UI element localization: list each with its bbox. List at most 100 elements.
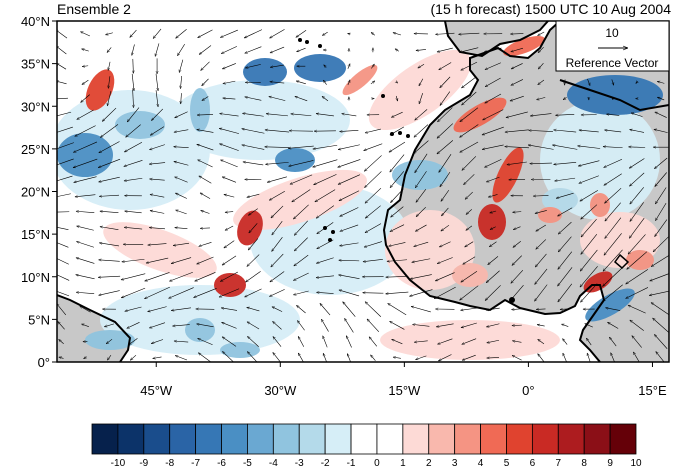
- wind-vector: [82, 66, 89, 67]
- wind-vector: [465, 191, 473, 199]
- wind-vector: [126, 124, 141, 138]
- wind-vector: [604, 173, 622, 186]
- wind-vector: [580, 283, 598, 303]
- wind-vector: [396, 95, 397, 101]
- wind-vector: [564, 79, 565, 86]
- wind-vector: [414, 241, 429, 246]
- wind-vector: [416, 188, 427, 202]
- wind-vector: [604, 187, 622, 203]
- wind-vector: [242, 113, 264, 117]
- wind-vector: [510, 284, 524, 301]
- colorbar-swatch: [195, 423, 222, 455]
- wind-vector: [628, 234, 646, 254]
- wind-vector: [441, 224, 450, 231]
- wind-vector: [340, 207, 359, 217]
- wind-vector: [657, 96, 665, 101]
- wind-vector: [148, 306, 167, 312]
- wind-vector: [247, 307, 260, 312]
- wind-vector: [631, 113, 643, 117]
- wind-vector: [419, 93, 423, 104]
- wind-vector: [177, 43, 185, 56]
- wind-vector: [145, 272, 170, 281]
- colorbar-swatch: [247, 423, 274, 455]
- wind-vector: [462, 354, 476, 361]
- wind-vector: [437, 47, 453, 52]
- wind-vector: [342, 114, 357, 117]
- wind-vector: [581, 219, 597, 237]
- wind-vector: [535, 268, 548, 285]
- colorbar-swatch: [557, 423, 585, 455]
- wind-vector: [149, 144, 165, 150]
- wind-vector: [629, 172, 645, 186]
- wind-vector: [242, 129, 265, 134]
- wind-vector: [202, 96, 209, 101]
- wind-vector: [197, 256, 214, 265]
- wind-vector: [313, 174, 337, 186]
- wind-vector: [389, 141, 406, 152]
- wind-vector: [486, 323, 500, 327]
- wind-vector: [245, 97, 262, 101]
- wind-vector: [169, 271, 193, 282]
- wind-vector: [434, 286, 456, 300]
- wind-vector: [363, 259, 383, 261]
- colorbar-swatch: [506, 423, 533, 455]
- wind-vector: [247, 193, 260, 197]
- wind-vector: [607, 322, 619, 329]
- wind-vector: [265, 162, 289, 164]
- wind-vector: [440, 91, 451, 106]
- wind-vector: [505, 147, 530, 149]
- latitude-axis: 0° 5°N 10°N 15°N 20°N 25°N 30°N 35°N 40°N: [21, 14, 57, 370]
- wind-vector: [416, 49, 426, 50]
- colorbar-label: -1: [347, 458, 356, 469]
- colorbar-swatch: [169, 423, 197, 455]
- wind-vector: [338, 174, 361, 185]
- wind-vector: [223, 98, 236, 99]
- wind-vector: [296, 47, 306, 53]
- wind-vector: [149, 179, 165, 180]
- wind-vector: [244, 288, 262, 298]
- wind-vector: [414, 340, 428, 342]
- wind-vector: [265, 147, 290, 148]
- wind-vector: [462, 156, 477, 170]
- wind-vector: [364, 241, 382, 248]
- wind-vector: [124, 177, 143, 181]
- wind-vector: [196, 324, 214, 328]
- wind-vector: [290, 174, 313, 185]
- wind-vector: [108, 76, 111, 88]
- wind-vector: [58, 321, 65, 330]
- wind-vector: [76, 226, 94, 231]
- wind-vector: [513, 241, 521, 247]
- wind-vector: [220, 271, 239, 282]
- wind-vector: [130, 29, 137, 37]
- colorbar-label: -5: [243, 458, 252, 469]
- colorbar-label: -10: [111, 458, 126, 469]
- wind-vector: [174, 341, 189, 342]
- wind-vector: [415, 109, 428, 120]
- wind-vector: [385, 291, 409, 294]
- wind-vector: [219, 114, 239, 117]
- map-plot-area: [57, 21, 669, 362]
- wind-vector: [153, 357, 162, 359]
- island-azores-2: [305, 40, 309, 44]
- wind-vector: [151, 339, 164, 343]
- colorbar-label: -9: [139, 458, 148, 469]
- wind-vector: [558, 236, 572, 252]
- wind-vector: [175, 176, 188, 183]
- wind-vector: [175, 228, 188, 229]
- wind-vector: [390, 171, 405, 188]
- wind-vector: [121, 287, 146, 299]
- wind-vector: [106, 338, 113, 344]
- colorbar-label: 5: [504, 458, 510, 469]
- colorbar-swatch: [402, 423, 430, 455]
- wind-vector: [512, 255, 522, 266]
- wind-vector: [223, 80, 236, 84]
- wind-vector: [348, 33, 351, 34]
- wind-vector: [245, 271, 261, 282]
- coast-south-america: [57, 294, 132, 362]
- anomaly-shading: [57, 36, 663, 360]
- wind-vector: [604, 130, 622, 133]
- wind-vector: [219, 288, 240, 298]
- wind-vector: [558, 221, 572, 234]
- wind-vector: [490, 226, 496, 230]
- wind-vector: [586, 338, 592, 346]
